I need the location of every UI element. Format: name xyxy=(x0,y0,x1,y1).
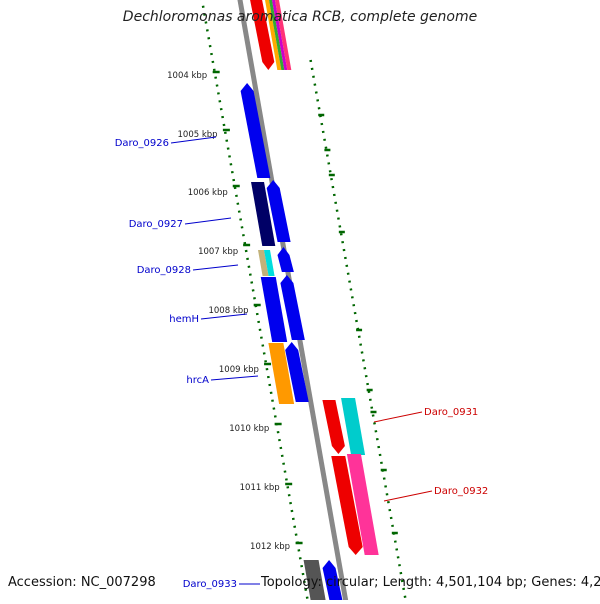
scale-tick-label: 1011 kbp xyxy=(240,483,280,493)
gene-arrow-daro-0927 xyxy=(251,182,276,246)
gene-arrow xyxy=(341,398,366,455)
gene-label-leader xyxy=(200,313,248,320)
scale-tick-label: 1012 kbp xyxy=(250,542,290,552)
gene-arrow-daro-0933 xyxy=(322,560,344,604)
accession-label: Accession: NC_007298 xyxy=(8,575,156,590)
gene-arrow-hrca xyxy=(268,343,295,404)
gene-label-leader xyxy=(192,264,239,271)
gc-content-track-outer xyxy=(309,59,408,604)
gene-label: Daro_0933 xyxy=(183,579,237,590)
gene-arrow-daro-0926 xyxy=(240,83,271,178)
scale-tick-label: 1006 kbp xyxy=(188,188,228,198)
scale-tick-label: 1005 kbp xyxy=(178,130,218,140)
gene-arrow xyxy=(266,180,291,242)
gene-label: hemH xyxy=(169,314,199,325)
scale-tick-label: 1008 kbp xyxy=(208,306,248,316)
gene-arrow-hemh xyxy=(260,277,288,342)
gene-label: Daro_0926 xyxy=(115,138,169,149)
gene-label-leader xyxy=(383,490,433,502)
gene-label: Daro_0932 xyxy=(434,486,488,497)
gene-arrow xyxy=(303,560,327,604)
gene-arrow xyxy=(285,342,309,402)
map-title: Dechloromonas aromatica RCB, complete ge… xyxy=(122,9,478,25)
scale-tick-label: 1007 kbp xyxy=(198,247,238,257)
gene-arrow xyxy=(274,0,292,70)
gc-content-track-inner xyxy=(200,0,310,604)
gene-arrow xyxy=(346,454,379,555)
gene-label: hrcA xyxy=(186,375,209,386)
gene-label: Daro_0931 xyxy=(424,407,478,418)
gene-arrow-daro-0931 xyxy=(322,400,345,454)
gene-arrow xyxy=(277,247,294,272)
gene-arrow-daro-0932 xyxy=(331,456,363,555)
gene-arrow xyxy=(250,0,275,70)
scale-tick-label: 1009 kbp xyxy=(219,365,259,375)
gene-label-leader xyxy=(170,136,217,144)
topology-label: Topology: circular; Length: 4,501,104 bp… xyxy=(261,575,600,590)
gene-arrow xyxy=(280,275,305,340)
gene-arrow xyxy=(264,250,275,276)
gene-label-leader xyxy=(373,411,423,423)
gene-label: Daro_0927 xyxy=(129,219,183,230)
gene-arrow-daro-0928 xyxy=(258,250,269,276)
scale-tick-label: 1010 kbp xyxy=(229,424,269,434)
gene-label: Daro_0928 xyxy=(137,265,191,276)
gene-label-leader xyxy=(210,375,259,381)
gene-arrow xyxy=(271,0,288,70)
scale-tick-label: 1004 kbp xyxy=(167,71,207,81)
gene-arrow xyxy=(268,0,285,70)
gene-arrow xyxy=(264,0,282,70)
gene-label-leader xyxy=(184,217,232,225)
